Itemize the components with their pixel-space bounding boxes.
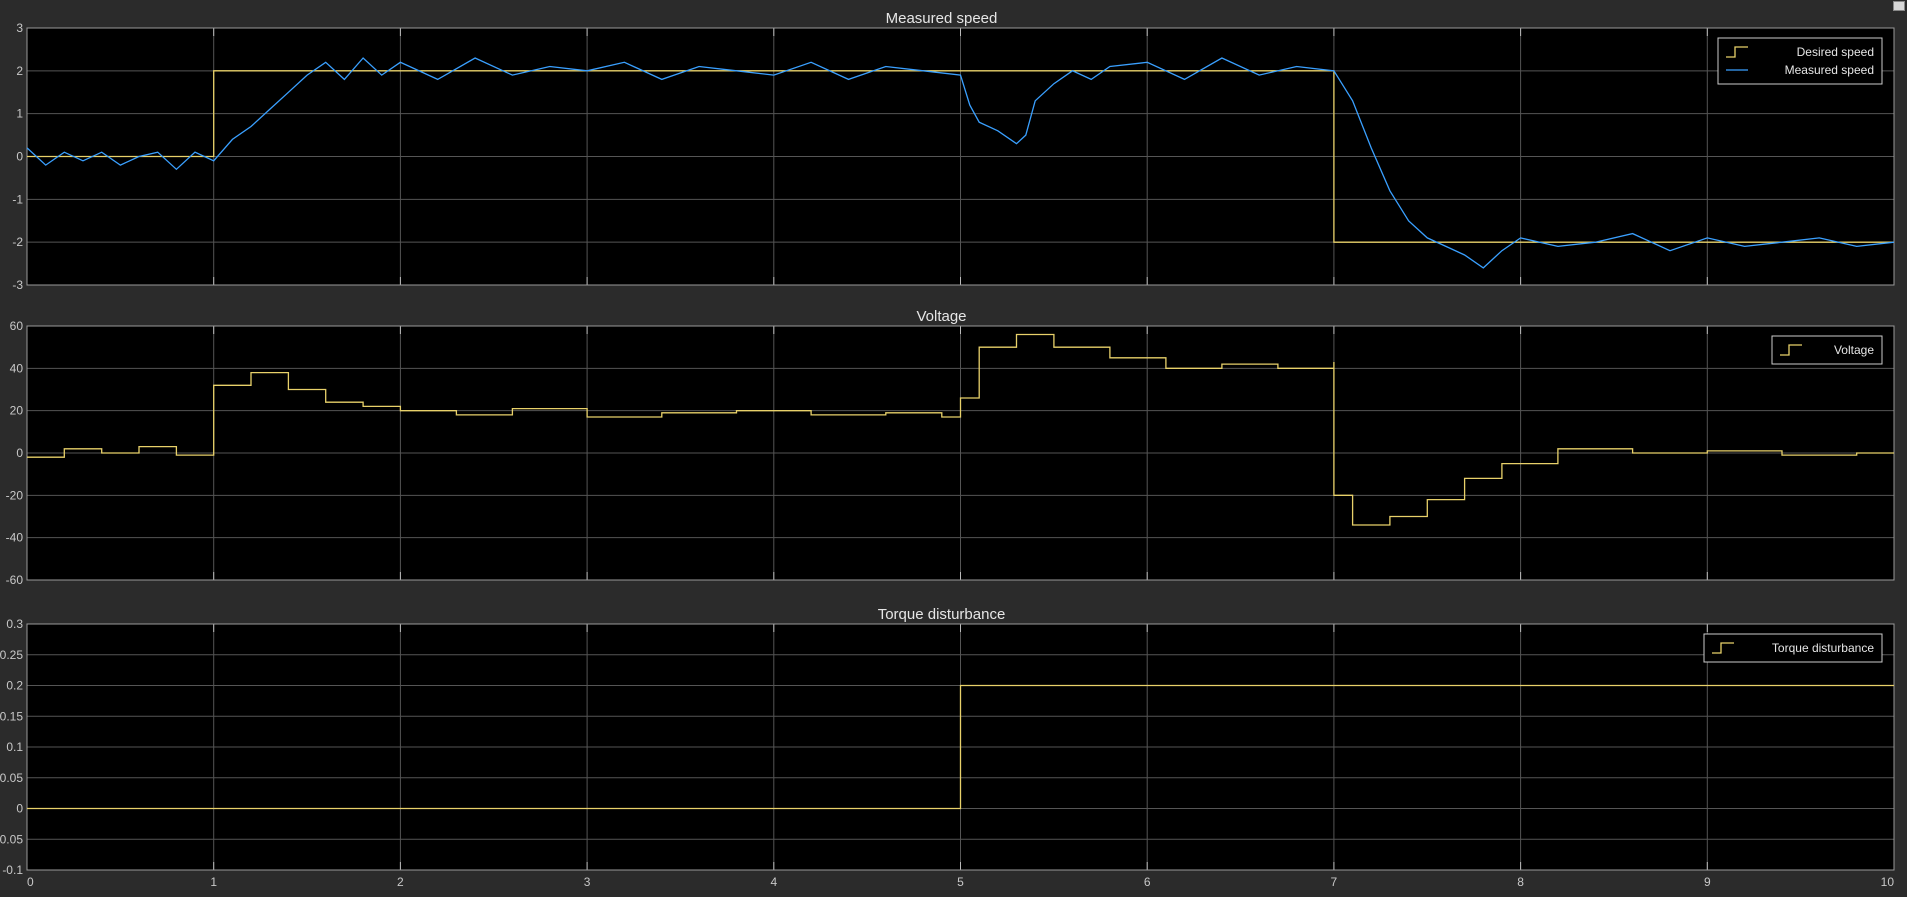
tick-label-y: -20 (6, 488, 24, 502)
tick-label-y: 0.1 (6, 740, 23, 754)
tick-label-y: 0.2 (6, 679, 23, 693)
tick-label-x: 1 (210, 875, 217, 889)
tick-label-x: 6 (1144, 875, 1151, 889)
tick-label-y: -1 (12, 192, 23, 206)
legend-box (1771, 335, 1883, 365)
chart-title: Voltage (916, 308, 966, 325)
tick-label-y: 0 (16, 150, 23, 164)
plot-frame (26, 623, 1895, 871)
series-line (27, 333, 1894, 526)
tick-label-x: 2 (397, 875, 404, 889)
tick-label-x: 0 (27, 875, 34, 889)
undock-icon[interactable] (1893, 1, 1905, 11)
tick-label-y: 40 (10, 361, 24, 375)
tick-label-x: 9 (1704, 875, 1711, 889)
legend-symbol (1780, 344, 1802, 356)
chart-panel: Torque disturbance 0 1 2 3 4 5 6 7 8 9 10 0.3 0.25 0.2… (0, 606, 1895, 889)
tick-label-y: -0.1 (2, 863, 23, 877)
legend-symbol (1726, 46, 1748, 58)
tick-label-y: -40 (6, 531, 24, 545)
tick-label-y: -2 (12, 235, 23, 249)
tick-label-y: 0 (16, 802, 23, 816)
tick-label-y: 60 (10, 319, 24, 333)
tick-label-y: 1 (16, 107, 23, 121)
series-line (27, 70, 1894, 243)
tick-label-y: -60 (6, 573, 24, 587)
tick-label-y: 0.25 (0, 648, 23, 662)
chart-panel: Measured speed 3 2 1 0 -1 -2 -3 Desired speed Mea… (12, 10, 1895, 292)
legend-label: Torque disturbance (1772, 641, 1874, 655)
tick-label-y: 2 (16, 64, 23, 78)
chart-title: Measured speed (886, 10, 998, 27)
tick-label-y: 0.05 (0, 771, 23, 785)
tick-label-y: 0.15 (0, 709, 23, 723)
tick-label-y: -0.05 (0, 832, 23, 846)
tick-label-x: 8 (1517, 875, 1524, 889)
tick-label-y: 0 (16, 446, 23, 460)
tick-label-x: 5 (957, 875, 964, 889)
tick-label-y: -3 (12, 278, 23, 292)
legend-label: Desired speed (1797, 45, 1874, 59)
legend-box (1717, 37, 1883, 85)
tick-label-y: 3 (16, 21, 23, 35)
chart-title: Torque disturbance (878, 606, 1006, 623)
legend-box (1703, 633, 1883, 663)
legend-label: Voltage (1834, 343, 1874, 357)
tick-label-x: 4 (770, 875, 777, 889)
tick-label-x: 7 (1331, 875, 1338, 889)
tick-label-x: 3 (584, 875, 591, 889)
tick-label-x: 10 (1881, 875, 1895, 889)
legend-label: Measured speed (1785, 63, 1874, 77)
tick-label-y: 20 (10, 404, 24, 418)
chart-panel: Voltage 60 40 20 0 -20 -40 -60 Voltage (6, 308, 1895, 587)
legend-symbol (1712, 642, 1734, 654)
series-line (26, 57, 1895, 269)
tick-label-y: 0.3 (6, 617, 23, 631)
series-line (27, 684, 1894, 810)
